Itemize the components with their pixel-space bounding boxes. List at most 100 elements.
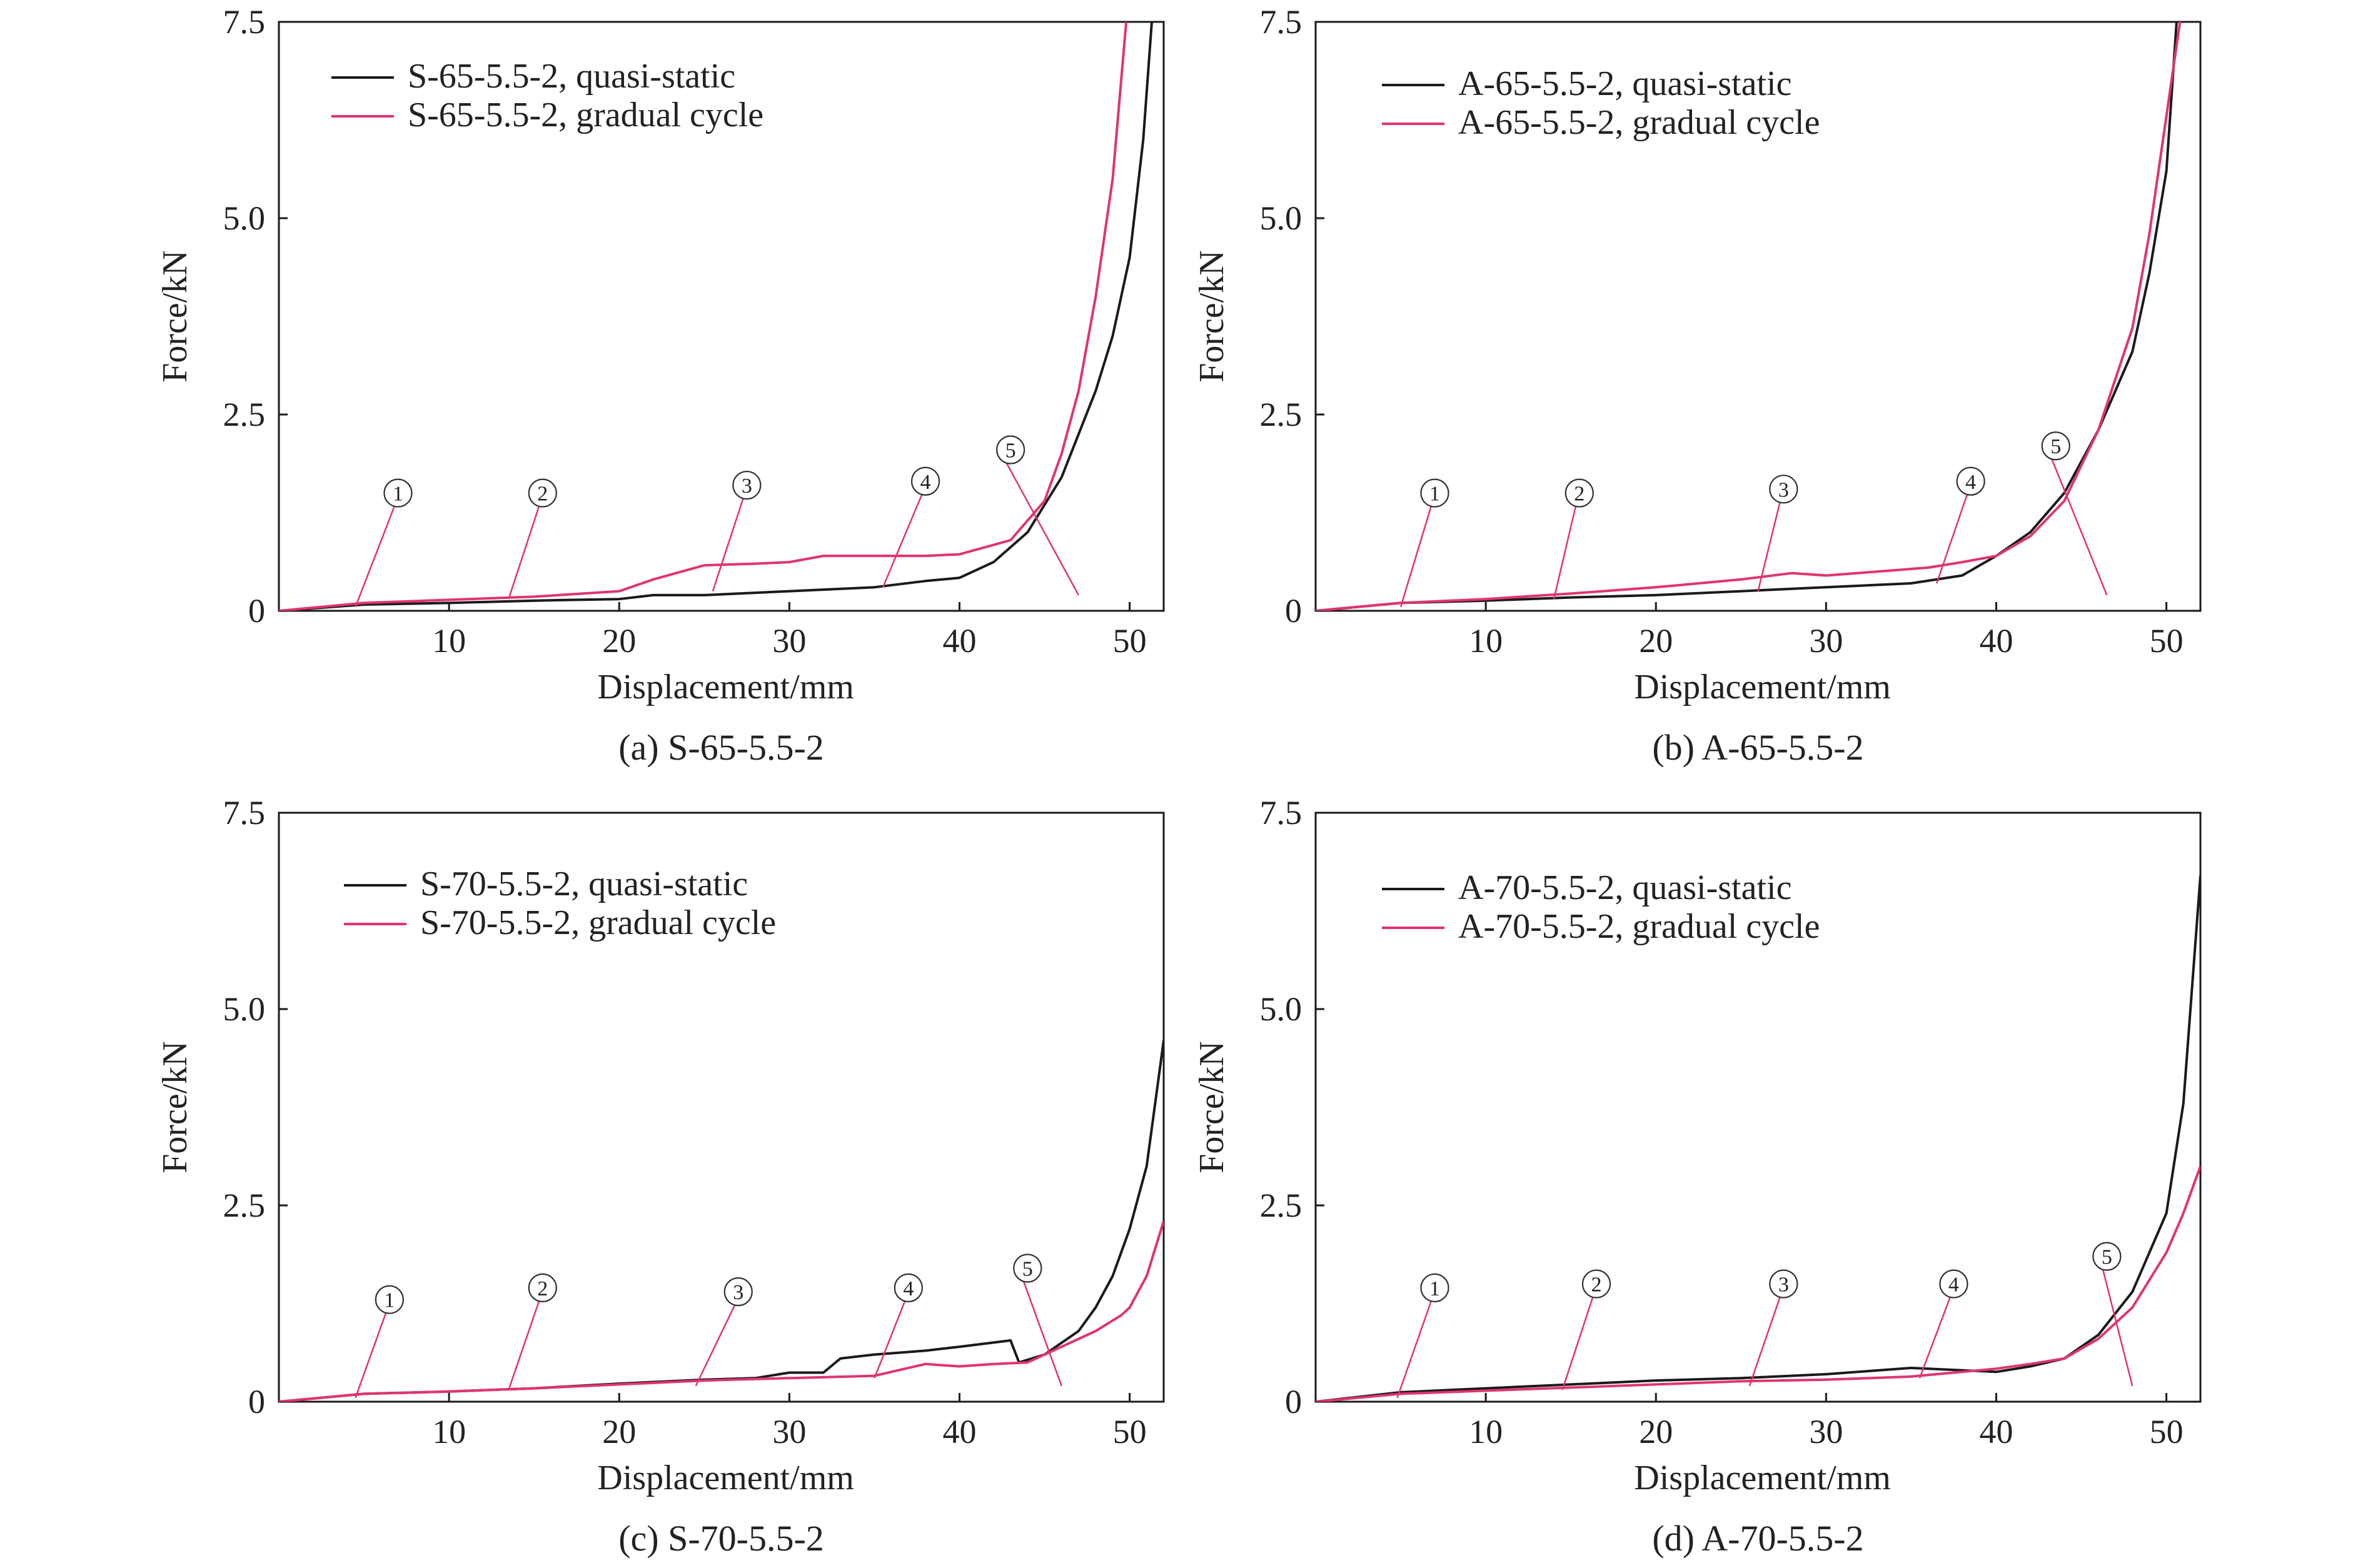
- annotation-leader-line: [882, 495, 923, 588]
- annotation-circle: [1939, 1269, 1968, 1299]
- x-tick-label: 30: [772, 622, 806, 660]
- x-tick-label: 40: [1979, 1413, 2013, 1450]
- annotation-leader-line: [1757, 503, 1781, 591]
- annotation-circle: [1420, 1273, 1449, 1302]
- annotation-leader-line: [1396, 1301, 1432, 1399]
- annotation-circle: [894, 1273, 923, 1302]
- annotation-label: 4: [903, 1277, 914, 1300]
- x-tick-label: 50: [2150, 1413, 2184, 1450]
- annotation-circle: [995, 435, 1025, 465]
- annotation-label: 1: [393, 483, 403, 506]
- x-tick-label: 20: [1639, 1413, 1673, 1450]
- annotation-circle: [723, 1277, 753, 1307]
- x-tick-label: 30: [772, 1413, 806, 1450]
- y-tick-label: 5.0: [1260, 990, 1302, 1028]
- annotation-label: 1: [1429, 483, 1440, 506]
- annotation-label: 3: [1778, 478, 1789, 501]
- legend-label: A-65-5.5-2, gradual cycle: [1458, 103, 1820, 142]
- annotation-leader-line: [1748, 1297, 1781, 1387]
- annotation-circle: [1769, 1269, 1798, 1299]
- annotation-leader-line: [1936, 495, 1968, 584]
- y-tick-label: 7.5: [223, 3, 266, 41]
- legend-label: S-65-5.5-2, quasi-static: [408, 57, 735, 96]
- y-axis-title: Force/kN: [1192, 1041, 1231, 1173]
- series-line-gradual-cycle: [1316, 1165, 2200, 1402]
- y-tick-label: 0: [1285, 592, 1302, 630]
- legend-label: A-65-5.5-2, quasi-static: [1458, 64, 1791, 103]
- y-tick-label: 2.5: [223, 1187, 266, 1224]
- series-line-gradual-cycle: [279, 22, 1128, 611]
- legend-label: A-70-5.5-2, quasi-static: [1458, 868, 1791, 907]
- annotation-circle: [910, 466, 940, 496]
- annotation-leader-line: [2051, 459, 2108, 596]
- annotation-circle: [1013, 1254, 1042, 1283]
- annotation-label: 4: [920, 471, 931, 494]
- x-tick-label: 50: [1113, 622, 1147, 660]
- annotation-circle: [2092, 1242, 2122, 1271]
- x-tick-label: 30: [1809, 1413, 1843, 1450]
- annotation-leader-line: [508, 506, 540, 600]
- annotation-leader-line: [508, 1301, 540, 1390]
- y-tick-label: 5.0: [1260, 199, 1302, 237]
- y-tick-label: 2.5: [1260, 396, 1302, 433]
- annotation-leader-line: [1023, 1282, 1062, 1387]
- annotation-circle: [528, 478, 557, 508]
- annotation-label: 3: [1778, 1274, 1789, 1297]
- panel-caption: (a) S-65-5.5-2: [618, 727, 824, 768]
- annotation-label: 4: [1948, 1274, 1959, 1297]
- x-tick-label: 10: [432, 1413, 466, 1450]
- annotation-label: 4: [1965, 471, 1976, 494]
- panel-caption: (c) S-70-5.5-2: [618, 1518, 824, 1559]
- annotation-label: 5: [2102, 1246, 2112, 1269]
- annotation-leader-line: [874, 1301, 905, 1379]
- plot-frame: [278, 812, 1165, 1403]
- legend-label: A-70-5.5-2, gradual cycle: [1458, 907, 1820, 946]
- y-tick-label: 7.5: [1260, 794, 1302, 832]
- annotation-circle: [1420, 478, 1449, 508]
- annotation-label: 3: [733, 1281, 743, 1304]
- chart-panel-4: 10 20 30 40 50 0 2.5 5.0 7.5 Displacement/mm Force…: [1192, 794, 2202, 1559]
- chart-panel-2: 10 20 30 40 50 0 2.5 5.0 7.5 Displacement/mm Force…: [1192, 3, 2202, 768]
- y-tick-label: 0: [248, 1383, 265, 1420]
- series-line-quasi-static: [1316, 875, 2200, 1402]
- annotation-label: 5: [1005, 440, 1016, 463]
- x-tick-label: 10: [1469, 622, 1503, 660]
- annotation-leader-line: [1561, 1297, 1594, 1390]
- y-tick-label: 2.5: [1260, 1187, 1302, 1224]
- y-tick-label: 0: [1285, 1383, 1302, 1420]
- annotation-label: 1: [384, 1289, 395, 1312]
- legend-label: S-65-5.5-2, gradual cycle: [408, 96, 763, 134]
- x-tick-label: 40: [942, 622, 976, 660]
- y-tick-label: 0: [248, 592, 265, 630]
- legend-label: S-70-5.5-2, quasi-static: [420, 865, 748, 903]
- y-tick-label: 5.0: [223, 990, 266, 1028]
- annotation-label: 5: [2050, 435, 2061, 458]
- annotation-circle: [1769, 475, 1798, 504]
- series-line-quasi-static: [1316, 22, 2178, 611]
- annotation-leader-line: [1918, 1297, 1951, 1379]
- annotation-circle: [1564, 478, 1594, 508]
- x-tick-label: 40: [1979, 622, 2013, 660]
- annotation-circle: [732, 470, 762, 500]
- x-axis-title: Displacement/mm: [597, 1459, 854, 1497]
- annotation-leader-line: [355, 506, 395, 608]
- y-axis-title: Force/kN: [156, 250, 194, 383]
- annotation-label: 2: [537, 1277, 548, 1300]
- annotation-circle: [2041, 431, 2070, 461]
- panel-caption: (d) A-70-5.5-2: [1652, 1518, 1863, 1559]
- plot-frame: [1314, 812, 2202, 1403]
- annotation-leader-line: [2102, 1270, 2134, 1387]
- panel-caption: (b) A-65-5.5-2: [1652, 727, 1863, 768]
- chart-panel-1: 10 20 30 40 50 0 2.5 5.0 7.5 Displacement/mm Force…: [156, 3, 1165, 768]
- x-tick-label: 50: [2150, 622, 2184, 660]
- x-tick-label: 30: [1809, 622, 1843, 660]
- y-axis-title: Force/kN: [1192, 250, 1231, 383]
- plot-frame: [1314, 21, 2202, 612]
- annotation-label: 2: [537, 483, 548, 506]
- annotation-leader-line: [355, 1313, 387, 1399]
- series-line-quasi-static: [279, 1040, 1164, 1402]
- x-axis-title: Displacement/mm: [1634, 668, 1891, 706]
- annotation-circle: [375, 1285, 404, 1314]
- series-line-gradual-cycle: [279, 1220, 1164, 1402]
